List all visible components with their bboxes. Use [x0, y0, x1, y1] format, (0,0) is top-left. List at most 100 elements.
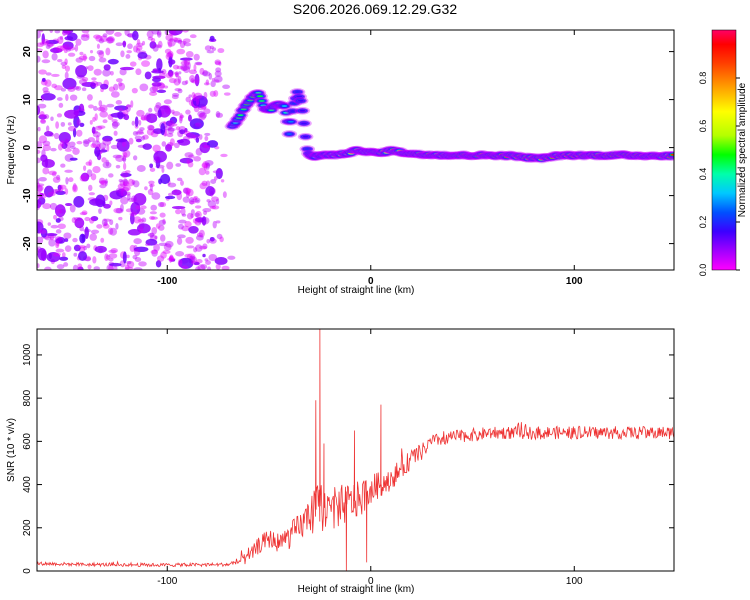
noise-blob	[108, 249, 117, 254]
noise-blob	[131, 120, 136, 126]
noise-blob	[84, 226, 89, 240]
noise-blob	[51, 53, 58, 61]
noise-blob	[96, 143, 101, 151]
noise-blob	[114, 105, 129, 111]
noise-blob	[215, 168, 223, 180]
spectrogram-plot	[37, 30, 674, 270]
noise-blob	[101, 218, 108, 227]
noise-blob	[120, 188, 124, 197]
noise-blob	[205, 180, 211, 187]
spectrogram-ylabel: Frequency (Hz)	[6, 116, 17, 185]
noise-blob	[106, 144, 110, 152]
noise-blob	[61, 252, 66, 258]
noise-blob	[115, 164, 121, 169]
noise-blob	[102, 119, 108, 124]
noise-blob	[42, 140, 51, 146]
noise-blob	[63, 43, 70, 50]
noise-blob	[37, 126, 41, 132]
noise-blob	[132, 30, 139, 41]
noise-blob	[201, 71, 211, 77]
noise-blob	[216, 233, 223, 240]
noise-blob	[194, 197, 201, 204]
noise-blob	[60, 163, 66, 168]
noise-blob	[222, 84, 231, 89]
noise-blob	[37, 185, 43, 193]
noise-blob	[156, 32, 161, 36]
noise-blob	[210, 80, 216, 88]
noise-blob	[66, 32, 78, 42]
noise-blob	[129, 211, 137, 217]
noise-blob	[54, 30, 61, 34]
noise-blob	[98, 208, 102, 214]
noise-blob	[168, 70, 175, 76]
noise-blob	[135, 48, 141, 54]
noise-blob	[183, 58, 191, 67]
noise-blob	[193, 105, 200, 113]
noise-blob	[37, 42, 44, 48]
ridge-mark	[297, 99, 304, 102]
noise-blob	[154, 44, 162, 48]
ridge-mark	[289, 110, 296, 112]
noise-blob	[40, 95, 45, 102]
noise-blob	[75, 38, 82, 46]
noise-blob	[156, 58, 163, 71]
ridge-mark	[255, 92, 262, 94]
noise-blob	[175, 126, 181, 131]
noise-blob	[130, 100, 134, 108]
noise-blob	[141, 60, 151, 67]
noise-blob	[42, 203, 52, 210]
noise-blob	[57, 184, 62, 191]
noise-blob	[135, 68, 142, 76]
colorbar-tick-label: 0.2	[698, 216, 708, 229]
noise-blob	[212, 220, 217, 229]
noise-blob	[205, 79, 210, 85]
noise-blob	[157, 40, 163, 49]
noise-blob	[175, 251, 185, 257]
noise-blob	[72, 147, 80, 155]
noise-blob	[209, 237, 215, 242]
noise-blob	[168, 30, 183, 36]
noise-blob	[50, 47, 63, 54]
noise-blob	[72, 183, 77, 192]
noise-blob	[64, 109, 79, 119]
noise-blob	[169, 37, 174, 42]
noise-blob	[110, 112, 126, 118]
y-tick-label: 800	[22, 389, 33, 406]
noise-blob	[147, 188, 154, 196]
noise-blob	[79, 233, 86, 244]
noise-blob	[73, 115, 80, 128]
noise-blob	[171, 92, 180, 97]
noise-blob	[141, 135, 146, 141]
noise-blob	[98, 149, 108, 153]
noise-blob	[196, 232, 204, 238]
noise-blob	[132, 155, 138, 161]
noise-blob	[118, 190, 128, 197]
noise-blob	[115, 154, 125, 162]
noise-blob	[205, 186, 215, 197]
noise-blob	[211, 205, 220, 210]
noise-blob	[43, 113, 50, 120]
noise-blob	[203, 210, 208, 216]
noise-blob	[140, 205, 147, 210]
noise-blob	[61, 142, 68, 150]
noise-blob	[198, 167, 206, 176]
noise-blob	[168, 256, 175, 261]
noise-blob	[125, 191, 131, 196]
noise-blob	[159, 212, 166, 218]
noise-blob	[211, 77, 216, 82]
noise-blob	[64, 245, 72, 252]
noise-blob	[178, 71, 182, 75]
noise-blob	[38, 30, 44, 33]
noise-blob	[138, 119, 142, 126]
noise-blob	[90, 80, 99, 88]
noise-blob	[167, 142, 174, 147]
noise-blob	[37, 157, 41, 164]
noise-blob	[87, 264, 92, 270]
noise-blob	[76, 119, 82, 126]
noise-blob	[107, 58, 119, 65]
colorbar-tick-label: 0.4	[698, 168, 708, 181]
noise-blob	[115, 42, 124, 47]
noise-blob	[45, 72, 52, 76]
noise-blob	[135, 42, 144, 47]
noise-blob	[222, 191, 227, 198]
